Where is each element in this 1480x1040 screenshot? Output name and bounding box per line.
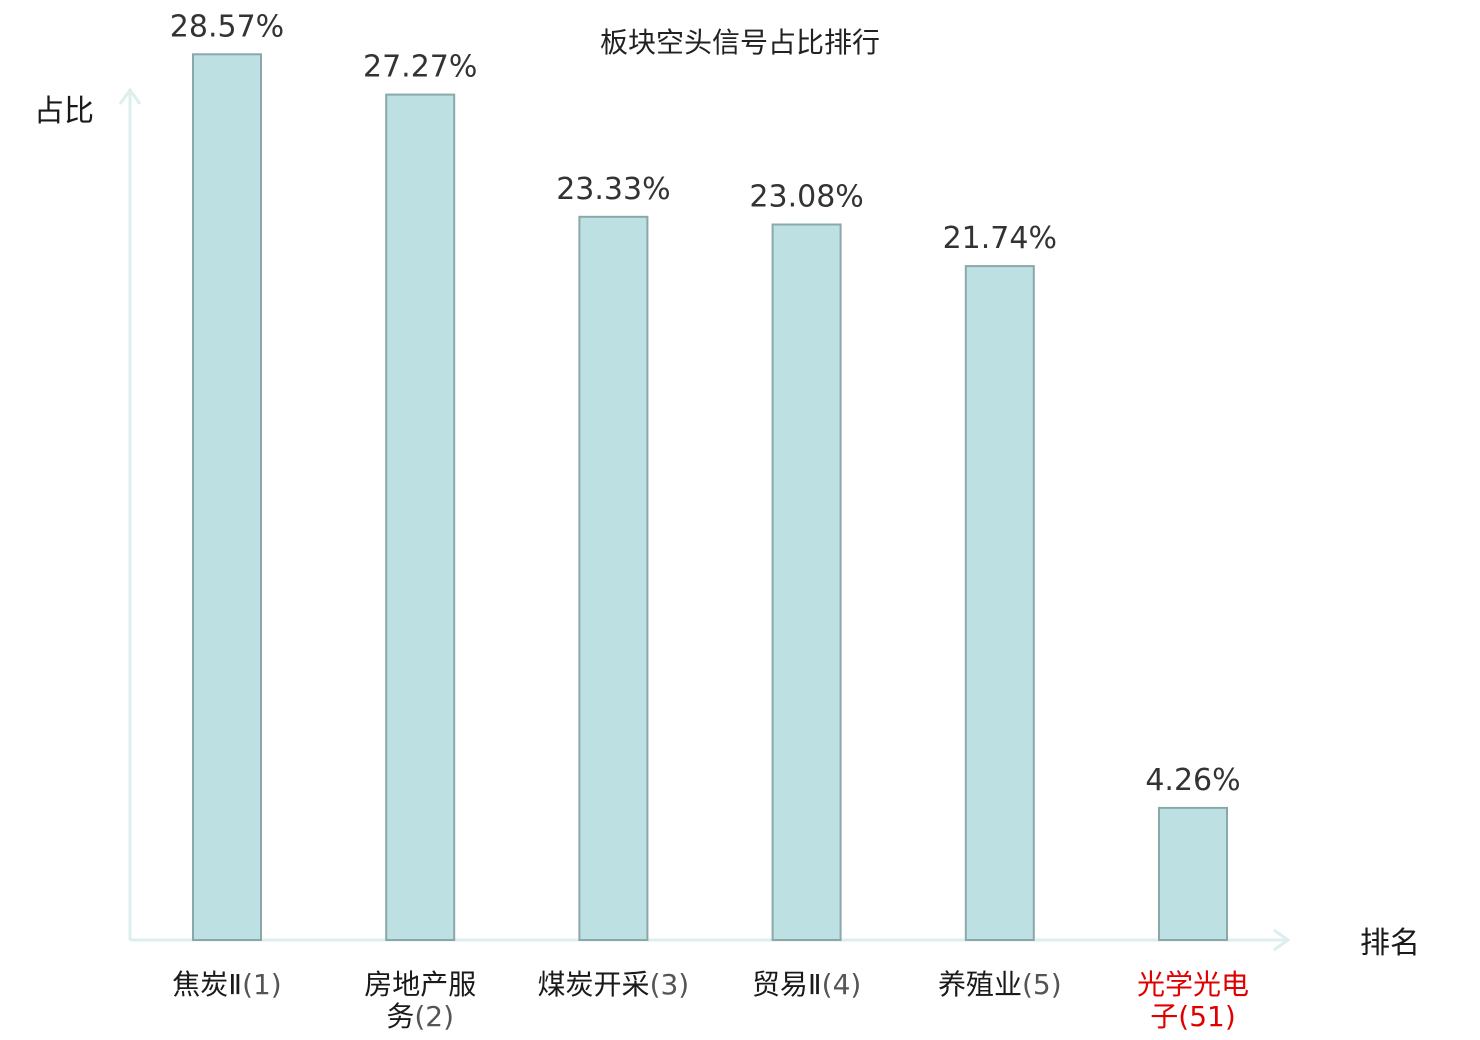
category-name-2-part-1: 房地产服 — [364, 968, 476, 1001]
bar-2 — [385, 93, 456, 942]
bar-6 — [1158, 806, 1228, 942]
category-rank-4: (4) — [822, 968, 862, 1001]
category-rank-2: (2) — [414, 1000, 454, 1033]
category-label-6-line-1: 光学光电 — [1137, 968, 1249, 1001]
x-axis-arrow — [1273, 928, 1291, 952]
category-label-4: 贸易Ⅱ(4) — [752, 968, 861, 1001]
value-label-3: 23.33% — [556, 172, 670, 207]
value-label-5: 21.74% — [943, 221, 1057, 256]
category-label-2-line-1: 房地产服 — [364, 968, 476, 1001]
bar-5 — [964, 265, 1035, 942]
category-label-5: 养殖业(5) — [938, 968, 1062, 1001]
category-label-3: 煤炭开采(3) — [538, 968, 690, 1001]
axes — [118, 87, 1291, 952]
category-label-2-line-2: 务(2) — [386, 1000, 454, 1033]
category-label-1: 焦炭Ⅱ(1) — [172, 968, 281, 1001]
chart-title: 板块空头信号占比排行 — [600, 26, 880, 59]
category-rank-1: (1) — [242, 968, 282, 1001]
category-rank-5: (5) — [1022, 968, 1062, 1001]
category-name-5: 养殖业 — [938, 968, 1022, 1001]
value-labels: 28.57% 27.27% 23.33% 23.08% 21.74% 4.26% — [170, 9, 1241, 798]
category-name-4: 贸易Ⅱ — [752, 968, 822, 1001]
value-label-6: 4.26% — [1145, 763, 1240, 798]
bars — [192, 53, 1228, 942]
y-axis-arrow — [118, 87, 142, 105]
y-axis-label: 占比 — [34, 94, 94, 129]
category-name-6-part-1: 光学光电 — [1137, 968, 1249, 1001]
bar-3 — [578, 215, 649, 942]
category-label-6-line-2: 子(51) — [1150, 1000, 1236, 1033]
x-axis-label: 排名 — [1360, 926, 1420, 961]
category-name-3: 煤炭开采 — [538, 968, 650, 1001]
category-rank-3: (3) — [650, 968, 690, 1001]
value-label-1: 28.57% — [170, 9, 284, 44]
bar-4 — [771, 223, 842, 941]
value-label-4: 23.08% — [749, 180, 863, 215]
category-name-1: 焦炭Ⅱ — [172, 968, 242, 1001]
value-label-2: 27.27% — [363, 50, 477, 85]
category-name-6-part-2: 子 — [1150, 1000, 1178, 1033]
category-rank-6: (51) — [1178, 1000, 1235, 1033]
category-name-2-part-2: 务 — [386, 1000, 414, 1033]
bar-1 — [192, 53, 262, 942]
